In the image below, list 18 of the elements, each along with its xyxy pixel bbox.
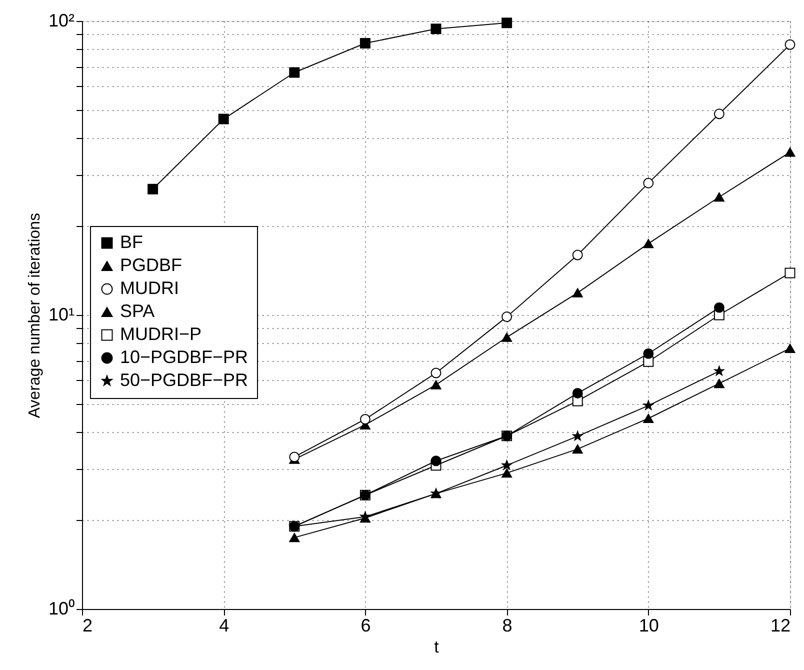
y-tick-label: 10⁰ xyxy=(48,598,74,618)
y-tick-label: 10² xyxy=(48,10,75,30)
legend-label: 50−PGDBF−PR xyxy=(120,370,248,390)
legend-label: PGDBF xyxy=(120,255,182,275)
legend-label: MUDRI−P xyxy=(120,324,202,344)
x-tick-label: 8 xyxy=(502,616,512,636)
y-axis-title: Average number of iterations xyxy=(26,212,44,418)
legend-label: MUDRI xyxy=(120,278,179,298)
x-tick-label: 10 xyxy=(638,616,659,636)
y-tick-label: 10¹ xyxy=(48,304,75,324)
legend-label: BF xyxy=(120,232,144,252)
x-tick-label: 2 xyxy=(82,616,93,636)
x-tick-label: 6 xyxy=(360,616,371,636)
legend-label: SPA xyxy=(120,301,155,321)
legend-label: 10−PGDBF−PR xyxy=(120,347,248,367)
x-tick-label: 12 xyxy=(770,616,790,636)
x-tick-label: 4 xyxy=(219,616,230,636)
x-axis-title: t xyxy=(434,638,440,656)
